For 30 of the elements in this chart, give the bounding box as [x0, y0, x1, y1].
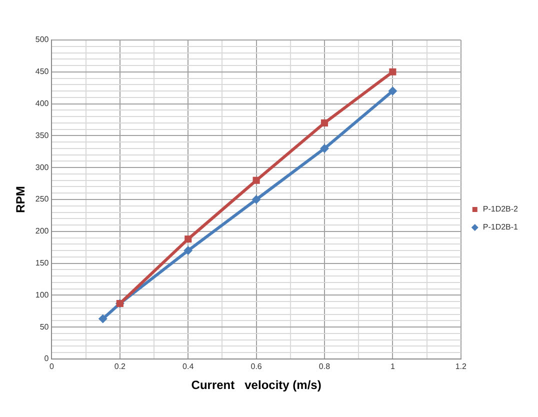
point — [320, 119, 328, 126]
point — [388, 86, 398, 96]
y-tick-label: 0 — [44, 354, 50, 364]
x-axis-title: Current velocity (m/s) — [191, 378, 322, 392]
x-tick-label: 0.6 — [250, 362, 262, 372]
y-tick-label: 50 — [40, 322, 50, 332]
y-axis-title: RPM — [14, 186, 28, 213]
point — [184, 236, 192, 243]
point — [252, 195, 261, 204]
y-tick-label: 200 — [35, 226, 50, 236]
x-tick-label: 0.4 — [182, 362, 194, 372]
legend-label: P-1D2B-2 — [482, 204, 519, 214]
x-tick-label: 0.8 — [318, 362, 331, 372]
point — [252, 176, 260, 184]
y-tick-label: 450 — [35, 67, 50, 76]
y-tick-label: 300 — [35, 162, 50, 172]
y-tick-label: 150 — [35, 258, 50, 268]
x-tick-label: 0.2 — [114, 362, 126, 372]
legend-label: P-1D2B-1 — [482, 222, 519, 232]
point — [389, 68, 396, 76]
y-tick-label: 500 — [35, 35, 50, 44]
point — [98, 314, 108, 324]
y-tick-label: 250 — [35, 194, 50, 204]
y-tick-label: 100 — [35, 290, 50, 300]
x-tick-label: 1.2 — [455, 362, 467, 372]
y-tick-label: 400 — [35, 99, 50, 108]
x-tick-label: 1 — [390, 362, 396, 372]
y-tick-label: 350 — [35, 130, 50, 140]
point — [184, 246, 193, 256]
point — [320, 144, 329, 153]
